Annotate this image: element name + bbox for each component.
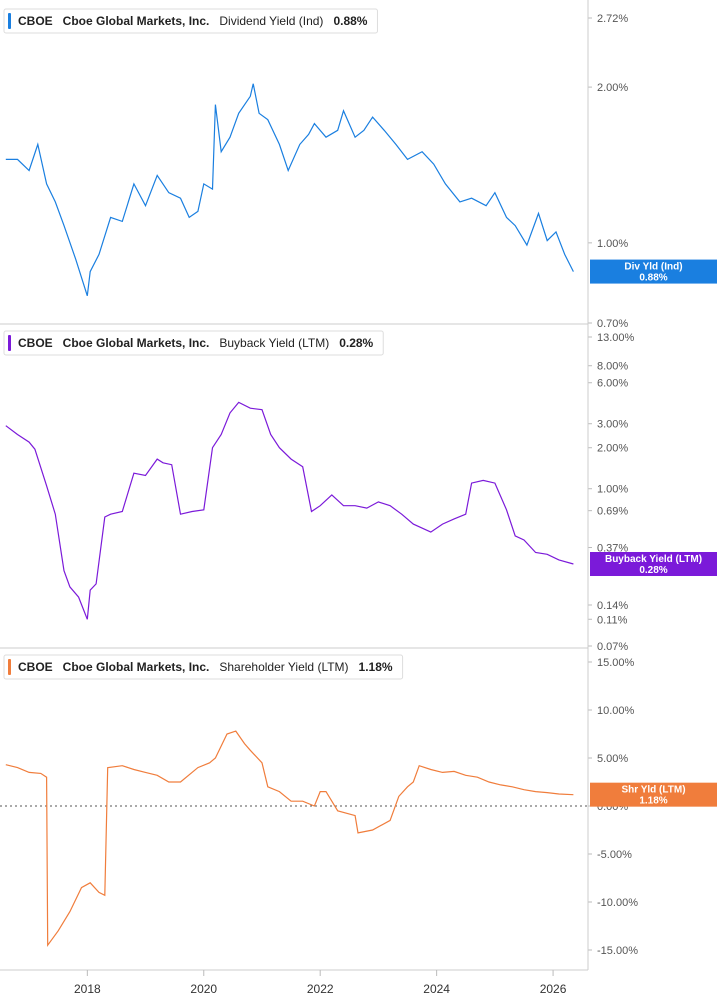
dividend-yield-panel: 2.72% 2.00% 1.00% 0.70% 0.88% CBOE Cboe Glob… [3,8,717,330]
y-tick-label: 0.69% [597,506,628,518]
legend-color-bar [8,659,11,675]
current-value-badge [590,782,717,807]
y-tick-label: -5.00% [597,849,632,861]
legend-metric: Buyback Yield (LTM) [219,336,329,350]
current-value-badge [590,552,717,577]
buyback-yield-legend: CBOE Cboe Global Markets, Inc. Buyback Y… [3,330,384,356]
shareholder-yield-legend: CBOE Cboe Global Markets, Inc. Sharehold… [3,654,404,680]
y-tick-label: 13.00% [597,332,635,344]
legend-company: Cboe Global Markets, Inc. [63,336,210,350]
buyback-yield-line [5,401,574,620]
badge-value: 0.88% [639,273,667,284]
y-tick-label: 2.00% [597,443,628,455]
y-tick-label: 15.00% [597,657,635,669]
legend-value: 0.88% [333,14,367,28]
y-tick-label: 0.14% [597,600,628,612]
y-tick-label: 0.70% [597,318,628,330]
shareholder-yield-panel: 15.00%10.00%5.00%0.00%-5.00%-10.00%-15.0… [0,654,717,957]
legend-box [3,330,384,356]
badge-value: 0.28% [639,565,667,576]
y-tick-label: 5.00% [597,753,628,765]
legend-ticker: CBOE [18,336,53,350]
shareholder-yield-badge: Shr Yld (LTM) 1.18% [590,782,717,807]
y-tick-label: -10.00% [597,897,638,909]
dividend-yield-line [5,83,574,296]
dividend-yield-legend: CBOE Cboe Global Markets, Inc. Dividend … [3,8,378,34]
legend-metric: Dividend Yield (Ind) [219,14,323,28]
y-tick-label: 6.00% [597,378,628,390]
x-tick-label: 2020 [190,982,217,996]
legend-box [3,8,378,34]
y-tick-label: 0.07% [597,641,628,653]
x-axis-ticks: 2018 2020 2022 2024 2026 [74,970,567,996]
x-tick-label: 2022 [307,982,334,996]
legend-metric: Shareholder Yield (LTM) [219,660,348,674]
shareholder-yield-line [5,730,574,948]
x-tick-label: 2024 [423,982,450,996]
x-tick-label: 2026 [540,982,567,996]
buyback-yield-badge: Buyback Yield (LTM) 0.28% [590,552,717,577]
y-tick-label: 3.00% [597,419,628,431]
legend-value: 0.28% [339,336,373,350]
current-value-badge [590,259,717,284]
legend-box [3,654,404,680]
dividend-yield-badge: Div Yld (Ind) 0.88% [590,259,717,284]
y-tick-label: 2.72% [597,13,628,25]
badge-label: Buyback Yield (LTM) [605,554,702,565]
legend-company: Cboe Global Markets, Inc. [63,660,210,674]
legend-company: Cboe Global Markets, Inc. [63,14,210,28]
legend-color-bar [8,335,11,351]
y-tick-label: -15.00% [597,945,638,957]
badge-label: Shr Yld (LTM) [621,785,685,796]
x-tick-label: 2018 [74,982,101,996]
legend-ticker: CBOE [18,660,53,674]
y-tick-label: 10.00% [597,705,635,717]
y-tick-label: 0.11% [597,614,628,626]
y-tick-label: 1.00% [597,238,628,250]
shareholder-yield-y-ticks: 15.00%10.00%5.00%0.00%-5.00%-10.00%-15.0… [588,657,638,957]
badge-value: 1.18% [639,796,667,807]
legend-ticker: CBOE [18,14,53,28]
legend-color-bar [8,13,11,29]
legend-value: 1.18% [359,660,393,674]
y-tick-label: 2.00% [597,82,628,94]
badge-label: Div Yld (Ind) [624,262,682,273]
y-tick-label: 1.00% [597,484,628,496]
buyback-yield-panel: 13.00% 8.00% 6.00% 3.00% 2.00% 1.00% 0.69% 0.37… [3,330,717,653]
y-tick-label: 0.37% [597,543,628,555]
buyback-yield-y-ticks: 13.00% 8.00% 6.00% 3.00% 2.00% 1.00% 0.69% 0.37… [588,332,635,653]
y-tick-label: 8.00% [597,361,628,373]
